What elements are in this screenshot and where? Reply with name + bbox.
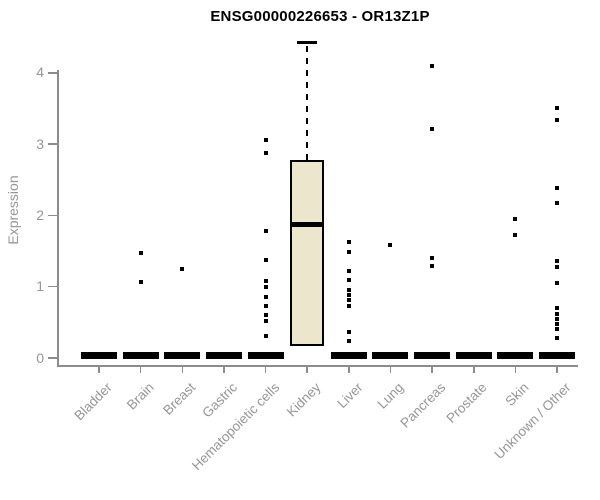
x-tick-label: Kidney bbox=[283, 379, 324, 420]
outlier-point bbox=[513, 233, 518, 238]
x-tick-label: Lung bbox=[374, 379, 407, 412]
zero-median-bar bbox=[81, 352, 117, 359]
x-tick-mark bbox=[473, 365, 475, 373]
outlier-point bbox=[263, 137, 268, 142]
outlier-point bbox=[346, 288, 351, 293]
x-tick-mark bbox=[431, 365, 433, 373]
outlier-point bbox=[555, 259, 560, 264]
outlier-point bbox=[263, 313, 268, 318]
box-iqr bbox=[290, 160, 325, 346]
outlier-point bbox=[346, 293, 351, 298]
outlier-point bbox=[513, 216, 518, 221]
outlier-point bbox=[555, 306, 560, 311]
y-tick-mark bbox=[48, 143, 57, 145]
outlier-point bbox=[555, 264, 560, 269]
y-tick-label: 0 bbox=[36, 349, 44, 366]
outlier-point bbox=[555, 281, 560, 286]
x-tick-mark bbox=[181, 365, 184, 373]
y-tick-mark bbox=[48, 214, 57, 217]
zero-median-bar bbox=[205, 352, 242, 359]
x-axis-line bbox=[57, 365, 578, 367]
x-tick-label: Bladder bbox=[71, 379, 116, 424]
chart-title: ENSG00000226653 - OR13Z1P bbox=[210, 8, 430, 25]
outlier-point bbox=[388, 243, 393, 248]
outlier-point bbox=[555, 327, 560, 332]
zero-median-bar bbox=[247, 352, 284, 359]
x-tick-mark bbox=[223, 365, 225, 373]
x-tick-label: Breast bbox=[160, 379, 199, 418]
y-tick-mark bbox=[48, 72, 57, 74]
x-tick-mark bbox=[514, 365, 517, 373]
outlier-point bbox=[430, 127, 435, 132]
x-tick-mark bbox=[264, 365, 267, 373]
box-median-line bbox=[290, 222, 325, 228]
y-tick-label: 2 bbox=[36, 206, 44, 223]
outlier-point bbox=[138, 279, 143, 284]
outlier-point bbox=[263, 151, 268, 156]
outlier-point bbox=[430, 63, 435, 68]
outlier-point bbox=[180, 266, 185, 271]
zero-median-bar bbox=[372, 352, 409, 359]
y-tick-label: 3 bbox=[36, 135, 44, 152]
zero-median-bar bbox=[164, 352, 201, 359]
outlier-point bbox=[555, 200, 560, 205]
x-tick-label: Skin bbox=[502, 379, 532, 409]
x-tick-label: Unknown / Other bbox=[491, 379, 574, 462]
zero-median-bar bbox=[122, 352, 159, 359]
x-tick-mark bbox=[139, 365, 142, 373]
y-tick-mark bbox=[48, 357, 57, 359]
upper-whisker-line bbox=[306, 45, 309, 161]
zero-median-bar bbox=[539, 352, 576, 359]
outlier-point bbox=[346, 239, 351, 244]
outlier-point bbox=[346, 303, 351, 308]
y-tick-label: 4 bbox=[36, 64, 44, 81]
upper-whisker-cap bbox=[297, 41, 318, 45]
outlier-point bbox=[555, 322, 560, 327]
outlier-point bbox=[555, 311, 560, 316]
x-tick-label: Pancreas bbox=[397, 379, 449, 431]
outlier-point bbox=[263, 303, 268, 308]
zero-median-bar bbox=[455, 352, 492, 359]
outlier-point bbox=[430, 264, 435, 269]
x-tick-label: Liver bbox=[333, 379, 366, 412]
outlier-point bbox=[555, 117, 560, 122]
y-tick-label: 1 bbox=[36, 278, 44, 295]
outlier-point bbox=[263, 295, 268, 300]
x-tick-mark bbox=[98, 365, 100, 373]
zero-median-bar bbox=[497, 352, 534, 359]
zero-median-bar bbox=[414, 352, 451, 359]
x-tick-label: Prostate bbox=[443, 379, 491, 426]
outlier-point bbox=[346, 269, 351, 273]
outlier-point bbox=[346, 338, 351, 343]
zero-median-bar bbox=[330, 352, 367, 359]
x-tick-mark bbox=[556, 365, 558, 373]
outlier-point bbox=[430, 256, 435, 261]
outlier-point bbox=[263, 278, 268, 283]
outlier-point bbox=[263, 284, 268, 289]
x-tick-label: Brain bbox=[124, 379, 157, 413]
outlier-point bbox=[555, 105, 560, 110]
outlier-point bbox=[346, 298, 351, 303]
outlier-point bbox=[138, 251, 143, 256]
outlier-point bbox=[346, 277, 351, 282]
x-tick-mark bbox=[306, 365, 308, 373]
x-tick-mark bbox=[389, 365, 392, 373]
outlier-point bbox=[263, 318, 268, 323]
x-tick-mark bbox=[348, 365, 350, 373]
outlier-point bbox=[555, 316, 560, 321]
outlier-point bbox=[346, 250, 351, 255]
outlier-point bbox=[263, 229, 268, 234]
outlier-point bbox=[263, 333, 268, 338]
outlier-point bbox=[263, 258, 268, 263]
y-axis-line bbox=[57, 70, 59, 365]
outlier-point bbox=[555, 336, 560, 341]
y-tick-mark bbox=[48, 285, 57, 288]
outlier-point bbox=[346, 329, 351, 334]
outlier-point bbox=[555, 185, 560, 190]
